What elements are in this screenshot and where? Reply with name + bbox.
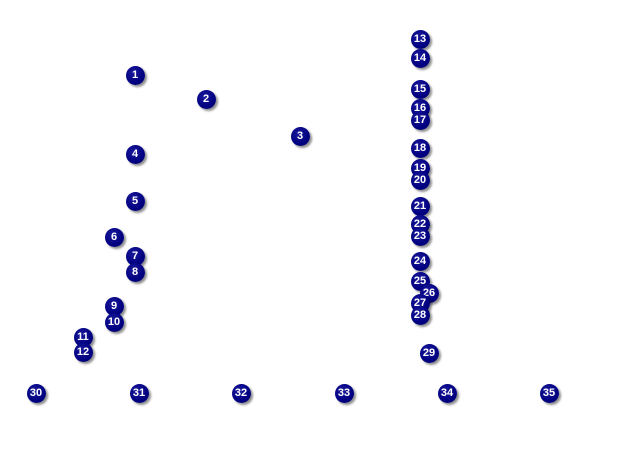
node-34: 34 — [437, 383, 457, 403]
node-32: 32 — [231, 383, 251, 403]
node-29: 29 — [419, 343, 439, 363]
node-14: 14 — [410, 48, 430, 68]
node-13: 13 — [410, 29, 430, 49]
node-28: 28 — [410, 305, 430, 325]
node-2: 2 — [196, 89, 216, 109]
node-33: 33 — [334, 383, 354, 403]
node-6: 6 — [104, 227, 124, 247]
node-7: 7 — [125, 246, 145, 266]
node-8: 8 — [125, 262, 145, 282]
node-23: 23 — [410, 226, 430, 246]
node-3: 3 — [290, 126, 310, 146]
node-35: 35 — [539, 383, 559, 403]
node-4: 4 — [125, 144, 145, 164]
node-21: 21 — [410, 196, 430, 216]
node-15: 15 — [410, 79, 430, 99]
node-5: 5 — [125, 191, 145, 211]
node-10: 10 — [104, 312, 124, 332]
node-24: 24 — [410, 251, 430, 271]
node-17: 17 — [410, 110, 430, 130]
node-12: 12 — [73, 342, 93, 362]
node-9: 9 — [104, 296, 124, 316]
node-30: 30 — [26, 383, 46, 403]
node-1: 1 — [125, 65, 145, 85]
node-20: 20 — [410, 170, 430, 190]
node-31: 31 — [129, 383, 149, 403]
node-11: 11 — [73, 327, 93, 347]
node-18: 18 — [410, 138, 430, 158]
